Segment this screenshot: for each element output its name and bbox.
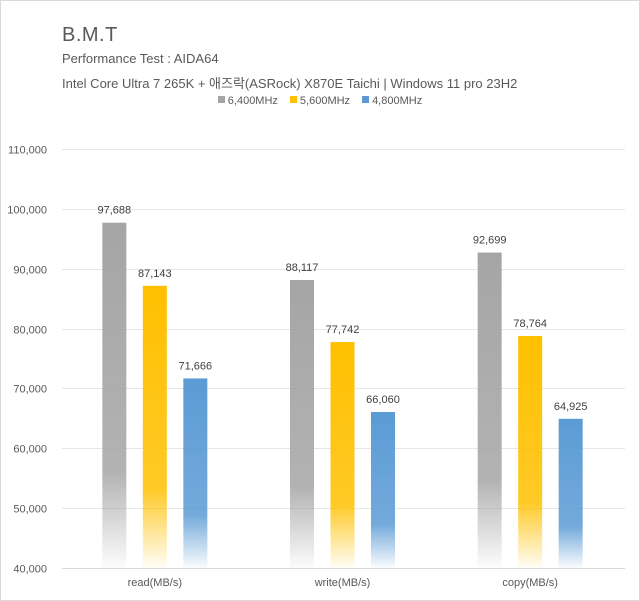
bar [290, 279, 314, 568]
bar [142, 285, 167, 568]
bar [330, 342, 355, 568]
system-info: Intel Core Ultra 7 265K + 애즈락(ASRock) X8… [62, 76, 518, 91]
y-tick-label: 80,000 [13, 325, 47, 337]
legend: 6,400MHz 5,600MHz 4,800MHz [0, 95, 640, 107]
x-category-label: read(MB/s) [128, 577, 182, 589]
y-tick-label: 90,000 [13, 265, 47, 277]
legend-label: 5,600MHz [299, 95, 351, 107]
legend-swatch [217, 96, 225, 103]
legend-label: 6,400MHz [227, 95, 278, 107]
data-label: 97,688 [98, 205, 132, 217]
legend-swatch [362, 96, 370, 103]
chart-subtitle: Performance Test : AIDA64 [62, 51, 219, 66]
legend-swatch [289, 96, 297, 103]
bar [102, 222, 127, 569]
bar [477, 252, 502, 568]
y-tick-label: 50,000 [13, 504, 47, 516]
y-tick-label: 110,000 [8, 145, 47, 157]
x-category-label: copy(MB/s) [502, 577, 558, 589]
legend-item: 4,800MHz [362, 95, 422, 107]
data-label: 71,666 [179, 360, 213, 372]
y-tick-label: 100,000 [7, 205, 47, 217]
data-label: 77,742 [326, 324, 360, 336]
bar [183, 378, 208, 568]
data-label: 66,060 [366, 394, 400, 406]
y-tick-label: 40,000 [13, 564, 47, 576]
data-label: 88,117 [286, 262, 319, 274]
data-label: 78,764 [513, 318, 547, 330]
legend-item: 5,600MHz [289, 95, 351, 107]
x-category-label: write(MB/s) [314, 577, 371, 589]
bar [558, 418, 583, 568]
legend-label: 4,800MHz [372, 95, 423, 107]
y-tick-label: 70,000 [13, 384, 47, 396]
data-label: 92,699 [473, 235, 507, 247]
bar [371, 412, 395, 568]
bar [518, 335, 543, 568]
legend-item: 6,400MHz [217, 95, 278, 107]
chart-title: B.M.T [62, 24, 118, 46]
data-label: 64,925 [554, 401, 588, 413]
data-label: 87,143 [138, 268, 172, 280]
y-tick-label: 60,000 [13, 444, 47, 456]
